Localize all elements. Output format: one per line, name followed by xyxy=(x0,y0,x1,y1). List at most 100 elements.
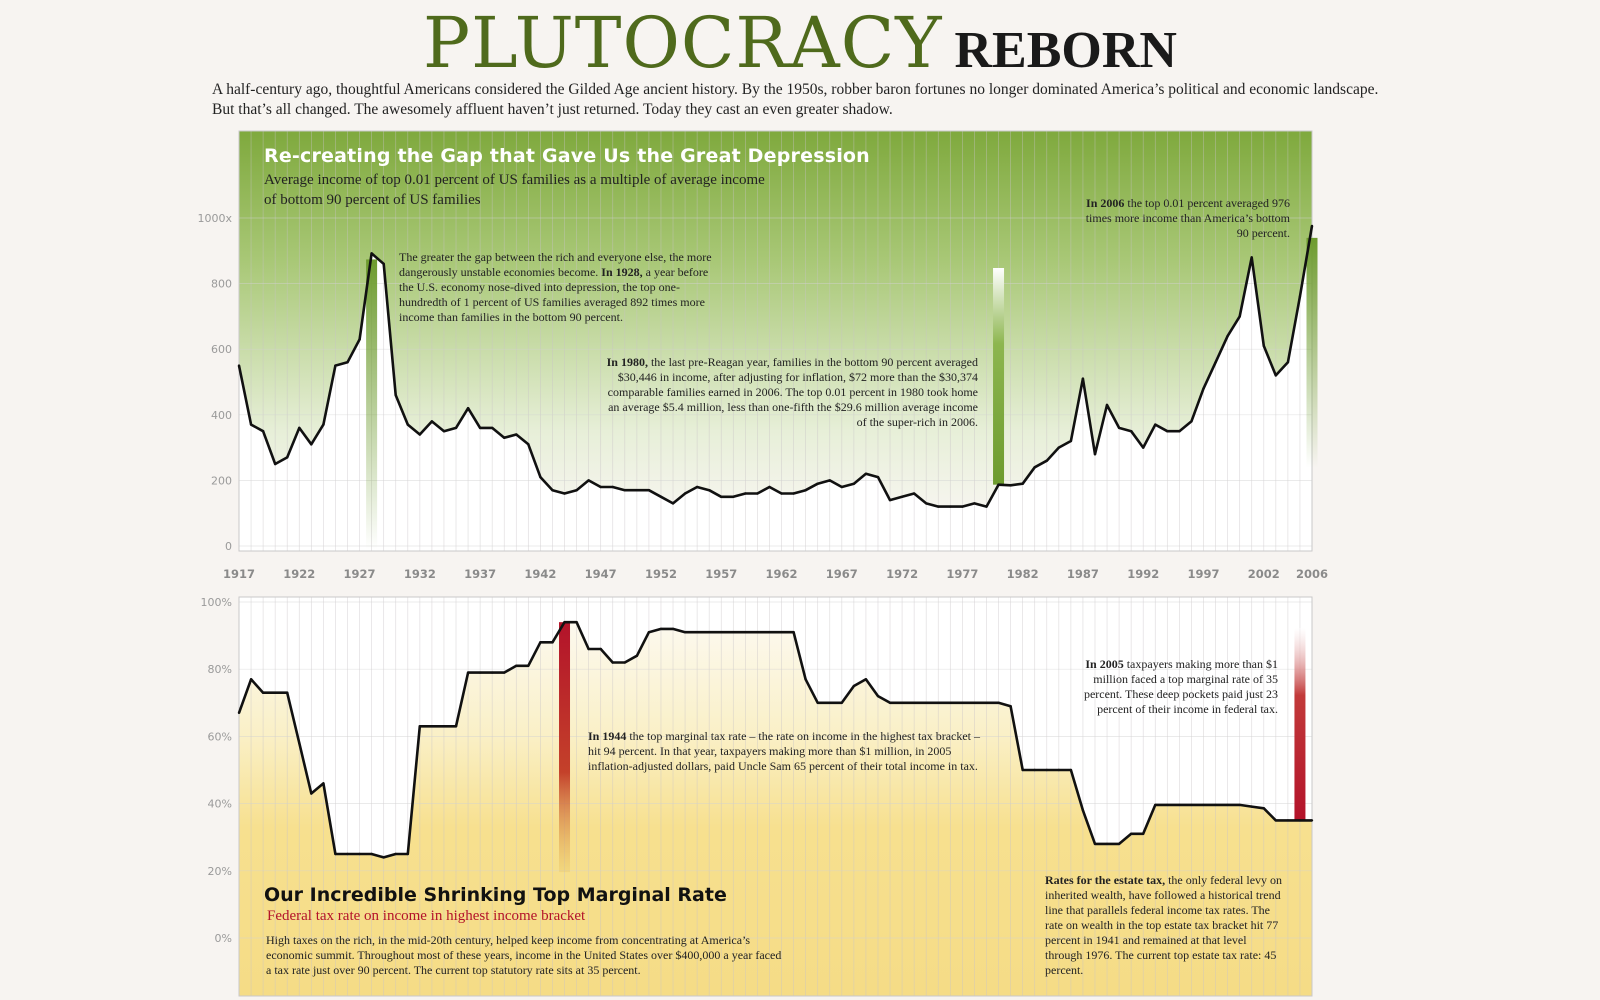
top-data-point xyxy=(334,364,337,367)
title-main: PLUTOCRACY xyxy=(423,2,943,84)
top-area-fill xyxy=(239,131,1312,507)
bottom-data-point xyxy=(370,852,373,856)
top-data-point xyxy=(1045,459,1049,462)
top-data-point xyxy=(1021,482,1024,485)
bottom-data-point xyxy=(478,671,482,674)
top-data-point xyxy=(539,475,542,479)
top-ytick-label: 400 xyxy=(211,409,232,422)
top-xtick-label: 1947 xyxy=(585,567,617,581)
top-xtick-label: 1927 xyxy=(344,567,376,581)
top-data-point xyxy=(491,426,494,430)
bottom-data-point xyxy=(1214,803,1217,807)
note-estate-rest: the only federal levy on inherited wealt… xyxy=(1045,873,1283,977)
note-1980: In 1980, the last pre-Reagan year, famil… xyxy=(600,355,978,430)
bottom-series-line xyxy=(237,620,1312,859)
bottom-data-point xyxy=(949,701,952,704)
top-data-point xyxy=(623,489,626,492)
bottom-data-point xyxy=(551,641,554,644)
bottom-data-point xyxy=(804,678,807,681)
bottom-area-fill xyxy=(239,622,1312,996)
bottom-data-point xyxy=(1069,768,1073,772)
bottom-data-point xyxy=(503,671,506,674)
bottom-data-point xyxy=(1154,803,1157,807)
top-xtick-label: 1917 xyxy=(223,567,255,581)
bottom-data-point xyxy=(683,631,687,634)
top-data-point xyxy=(804,489,807,492)
top-data-point xyxy=(792,492,795,495)
top-data-point xyxy=(310,443,313,446)
bottom-data-point xyxy=(515,664,518,667)
bottom-data-point xyxy=(864,678,868,681)
top-data-point xyxy=(635,489,639,492)
top-data-point xyxy=(478,426,482,430)
bottom-ytick-label: 80% xyxy=(208,663,232,676)
bottom-ytick-label: 40% xyxy=(208,798,232,811)
top-xtick-label: 2002 xyxy=(1248,567,1280,581)
top-data-point xyxy=(1226,334,1229,338)
top-panel-subtitle-line-2: of bottom 90 percent of US families xyxy=(264,192,481,208)
top-data-point xyxy=(1298,295,1302,298)
top-data-point xyxy=(1190,420,1193,423)
bottom-data-point xyxy=(1286,819,1290,822)
intro-line-1: A half-century ago, thoughtful Americans… xyxy=(212,81,1379,98)
bottom-data-point xyxy=(888,701,892,704)
top-data-point xyxy=(985,505,988,508)
top-data-point xyxy=(1166,430,1169,433)
bottom-data-point xyxy=(1178,803,1181,807)
top-data-point xyxy=(852,482,856,485)
note-1928-rest: a year before the U.S. economy nose-dive… xyxy=(399,265,709,324)
top-data-point xyxy=(587,479,590,482)
bottom-data-point xyxy=(346,852,349,856)
note-1944: In 1944 the top marginal tax rate – the … xyxy=(588,729,988,774)
top-data-point xyxy=(695,485,699,489)
bottom-data-point xyxy=(575,621,578,624)
top-panel-subtitle: Average income of top 0.01 percent of US… xyxy=(264,170,765,210)
top-data-point xyxy=(732,495,735,498)
top-data-point xyxy=(744,492,747,495)
top-highlight-1980 xyxy=(993,268,1005,485)
top-data-point xyxy=(1033,466,1036,469)
top-data-point xyxy=(370,252,373,255)
top-data-point xyxy=(973,502,976,505)
note-1928-bold: In 1928, xyxy=(601,265,643,279)
bottom-data-point xyxy=(563,621,566,624)
bottom-data-point xyxy=(382,856,385,859)
note-1944-rest: the top marginal tax rate – the rate on … xyxy=(588,729,981,773)
bottom-data-point xyxy=(1166,803,1169,807)
top-data-point xyxy=(551,489,554,492)
top-data-point xyxy=(720,495,723,498)
top-data-point xyxy=(1286,361,1290,364)
top-data-point xyxy=(925,502,928,505)
bottom-data-point xyxy=(659,627,663,631)
bottom-data-point xyxy=(997,701,1000,704)
top-xtick-label: 1997 xyxy=(1187,567,1219,581)
top-data-point xyxy=(876,475,880,479)
top-data-point xyxy=(237,364,241,367)
top-data-point xyxy=(466,407,470,410)
top-xtick-label: 1987 xyxy=(1067,567,1099,581)
top-xtick-label: 1932 xyxy=(404,567,436,581)
bottom-data-point xyxy=(1250,805,1253,808)
top-xtick-label: 2006 xyxy=(1296,567,1328,581)
top-xtick-label: 1977 xyxy=(946,567,978,581)
bottom-data-point xyxy=(925,701,928,704)
top-data-point xyxy=(298,426,301,430)
top-ytick-label: 800 xyxy=(211,278,232,291)
top-data-point xyxy=(394,393,397,397)
top-data-point xyxy=(1262,344,1266,348)
bottom-data-point xyxy=(334,852,337,856)
bottom-data-point xyxy=(1093,842,1097,846)
bottom-data-point xyxy=(1190,803,1193,807)
bottom-data-point xyxy=(720,631,723,634)
bottom-ytick-label: 60% xyxy=(208,730,232,743)
bottom-panel-body: High taxes on the rich, in the mid-20th … xyxy=(266,933,782,977)
top-data-point xyxy=(864,472,868,475)
top-data-point xyxy=(780,492,783,495)
bottom-data-point xyxy=(1130,832,1133,835)
bottom-data-point xyxy=(274,691,277,694)
top-highlight-2006 xyxy=(1306,237,1318,468)
bottom-data-point xyxy=(1045,768,1049,772)
bottom-data-point xyxy=(611,661,614,664)
top-data-point xyxy=(527,443,530,446)
